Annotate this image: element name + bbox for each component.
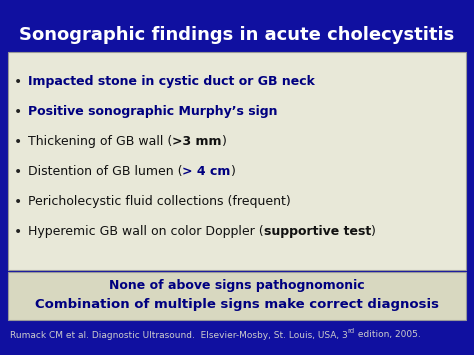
- Text: None of above signs pathognomonic: None of above signs pathognomonic: [109, 279, 365, 292]
- Bar: [8, 272, 466, 320]
- Text: Combination of multiple signs make correct diagnosis: Combination of multiple signs make corre…: [35, 298, 439, 311]
- Text: ): ): [222, 135, 227, 148]
- Text: edition, 2005.: edition, 2005.: [355, 331, 420, 339]
- Text: •: •: [14, 135, 22, 149]
- Text: Positive sonographic Murphy’s sign: Positive sonographic Murphy’s sign: [28, 105, 277, 118]
- Text: Hyperemic GB wall on color Doppler (: Hyperemic GB wall on color Doppler (: [28, 225, 264, 238]
- Text: rd: rd: [348, 328, 355, 334]
- Bar: [8, 52, 466, 270]
- Text: •: •: [14, 225, 22, 239]
- Text: supportive test: supportive test: [264, 225, 371, 238]
- Text: ): ): [371, 225, 376, 238]
- Text: •: •: [14, 195, 22, 209]
- Text: Thickening of GB wall (: Thickening of GB wall (: [28, 135, 172, 148]
- Text: > 4 cm: > 4 cm: [182, 165, 231, 178]
- Text: •: •: [14, 75, 22, 89]
- Text: Sonographic findings in acute cholecystitis: Sonographic findings in acute cholecysti…: [19, 26, 455, 44]
- Text: Rumack CM et al. Diagnostic Ultrasound.  Elsevier-Mosby, St. Louis, USA, 3: Rumack CM et al. Diagnostic Ultrasound. …: [10, 331, 348, 339]
- Text: Distention of GB lumen (: Distention of GB lumen (: [28, 165, 182, 178]
- Text: •: •: [14, 105, 22, 119]
- Text: Impacted stone in cystic duct or GB neck: Impacted stone in cystic duct or GB neck: [28, 75, 315, 88]
- Text: ): ): [231, 165, 236, 178]
- Text: •: •: [14, 165, 22, 179]
- Text: >3 mm: >3 mm: [172, 135, 222, 148]
- Text: Pericholecystic fluid collections (frequent): Pericholecystic fluid collections (frequ…: [28, 195, 291, 208]
